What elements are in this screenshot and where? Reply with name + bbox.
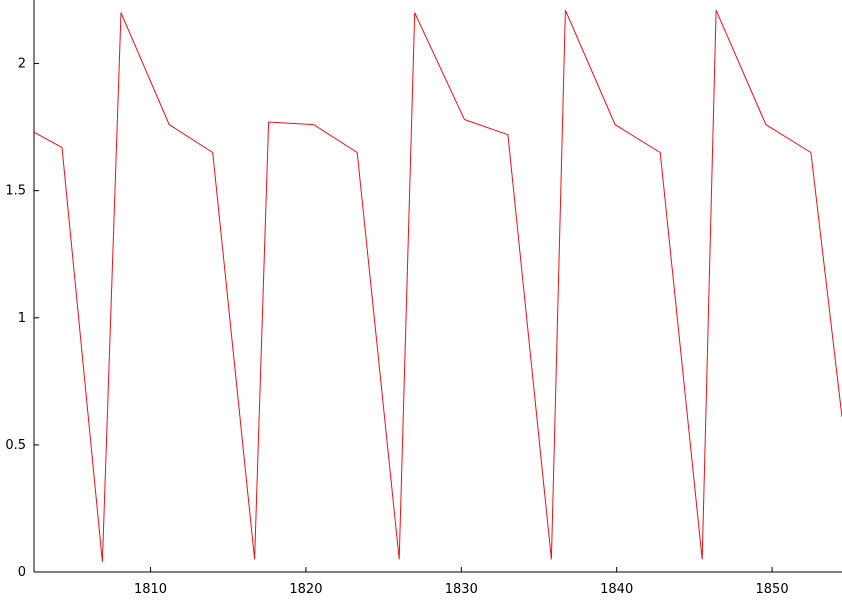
series-group	[33, 10, 842, 562]
axes	[33, 0, 842, 573]
x-tick-label: 1840	[600, 582, 633, 597]
x-tick-label: 1850	[756, 582, 789, 597]
series-line	[33, 10, 842, 562]
y-tick-label: 0.5	[5, 438, 26, 453]
x-tick-label: 1820	[289, 582, 322, 597]
y-tick-label: 0	[18, 565, 26, 580]
ticks: 1810 1820 1830 1840 1850 0 0.5 1 1.5 2	[5, 57, 788, 597]
x-tick-label: 1830	[445, 582, 478, 597]
y-tick-label: 2	[18, 57, 26, 72]
y-tick-label: 1.5	[5, 184, 26, 199]
y-tick-label: 1	[18, 311, 26, 326]
x-tick-label: 1810	[134, 582, 167, 597]
